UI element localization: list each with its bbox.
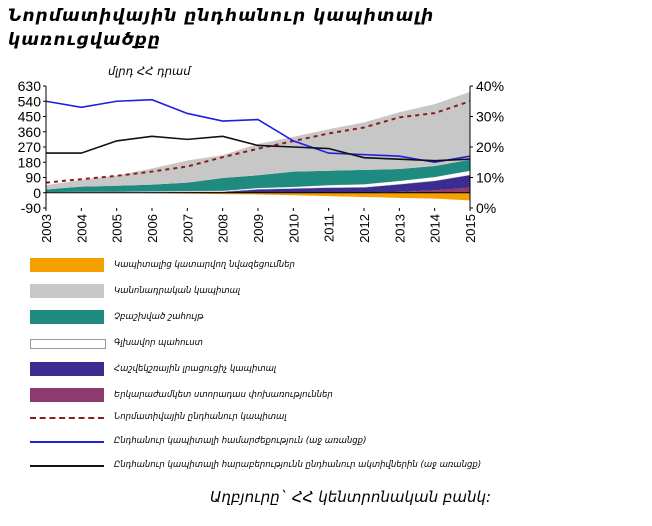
- x-tick-label: 2007: [180, 214, 195, 243]
- series-lines: [45, 98, 471, 184]
- legend-label: Կանոնադրական կապիտալ: [114, 286, 241, 296]
- area-series-1: [46, 174, 470, 193]
- legend-item: Երկարաժամկետ ստորադաս փոխառություններ: [30, 388, 630, 404]
- legend-label: Չբաշխված շահույթ: [114, 312, 204, 322]
- legend-item: Կանոնադրական կապիտալ: [30, 284, 630, 300]
- y-left-tick-label: 270: [18, 139, 42, 155]
- source-note: Աղբյուրը` ՀՀ կենտրոնական բանկ:: [210, 488, 492, 506]
- x-tick-label: 2010: [286, 214, 301, 243]
- x-tick-label: 2005: [110, 214, 125, 243]
- legend-label: Նորմատիվային ընդհանուր կապիտալ: [114, 412, 287, 422]
- legend-item: Չբաշխված շահույթ: [30, 310, 630, 326]
- legend-swatch: [30, 441, 104, 443]
- line-total-capital: [45, 100, 471, 184]
- legend-item: Ընդհանուր կապիտալի համարժեքություն (աջ ա…: [30, 434, 630, 450]
- area-series-4: [46, 91, 470, 190]
- chart-title: Նորմատիվային ընդհանուր կապիտալի կառուցվա…: [8, 6, 435, 50]
- x-tick-label: 2015: [463, 214, 478, 243]
- x-tick-label: 2011: [322, 214, 337, 242]
- x-tick-label: 2003: [39, 214, 54, 243]
- x-tick-label: 2014: [428, 214, 443, 243]
- legend-label: Ընդհանուր կապիտալի հարաբերությունն ընդհա…: [114, 460, 482, 470]
- y-left-tick-label: 540: [18, 93, 42, 109]
- y-right-tick-label: 10%: [476, 170, 504, 186]
- y-right-tick-label: 40%: [476, 78, 504, 94]
- line-capital-adequacy: [45, 98, 471, 164]
- x-tick-label: 2012: [357, 214, 372, 243]
- legend-swatch: [30, 417, 104, 419]
- y-left-tick-label: 360: [18, 124, 42, 140]
- line-capital-to-assets: [46, 135, 471, 162]
- x-tick-label: 2008: [216, 214, 231, 243]
- axes: 630540450360270180900-9040%30%20%10%0%20…: [18, 78, 504, 243]
- y-left-tick-label: 630: [18, 78, 42, 94]
- area-series-0: [46, 187, 470, 193]
- legend-swatch: [30, 465, 104, 467]
- y-right-tick-label: 0%: [476, 200, 496, 216]
- x-tick-label: 2013: [392, 214, 407, 243]
- legend-item: Ընդհանուր կապիտալի հարաբերությունն ընդհա…: [30, 458, 630, 474]
- legend-swatch: [30, 388, 104, 402]
- area-deductions: [46, 192, 470, 201]
- x-tick-label: 2009: [251, 214, 266, 243]
- area-series-3: [46, 159, 470, 193]
- y-left-tick-label: 0: [33, 185, 41, 201]
- legend-item: Հաշվեկշռային լրացուցիչ կապիտալ: [30, 362, 630, 378]
- legend-label: Գլխավոր պահուստ: [114, 338, 203, 348]
- y-right-tick-label: 30%: [476, 109, 504, 125]
- legend-label: Երկարաժամկետ ստորադաս փոխառություններ: [114, 390, 333, 400]
- legend-item: Գլխավոր պահուստ: [30, 336, 630, 352]
- legend-swatch: [30, 362, 104, 376]
- y-left-tick-label: 180: [18, 154, 42, 170]
- x-tick-label: 2006: [145, 214, 160, 243]
- legend-swatch: [30, 258, 104, 272]
- legend-swatch: [30, 310, 104, 324]
- x-tick-label: 2004: [74, 214, 89, 243]
- legend-label: Հաշվեկշռային լրացուցիչ կապիտալ: [114, 364, 277, 374]
- legend-item: Նորմատիվային ընդհանուր կապիտալ: [30, 410, 630, 426]
- y-left-tick-label: 450: [18, 109, 42, 125]
- legend-swatch: [30, 284, 104, 298]
- y-left-tick-label: -90: [21, 200, 41, 216]
- legend-swatch: [30, 339, 106, 349]
- area-chart: 630540450360270180900-9040%30%20%10%0%20…: [18, 78, 504, 243]
- unit-label: մլրդ ՀՀ դրամ: [108, 64, 191, 78]
- legend-label: Կապիտալից կատարվող նվազեցումներ: [114, 260, 295, 270]
- y-right-tick-label: 20%: [476, 139, 504, 155]
- y-left-tick-label: 90: [25, 170, 41, 186]
- legend-item: Կապիտալից կատարվող նվազեցումներ: [30, 258, 630, 274]
- legend-label: Ընդհանուր կապիտալի համարժեքություն (աջ ա…: [114, 436, 367, 446]
